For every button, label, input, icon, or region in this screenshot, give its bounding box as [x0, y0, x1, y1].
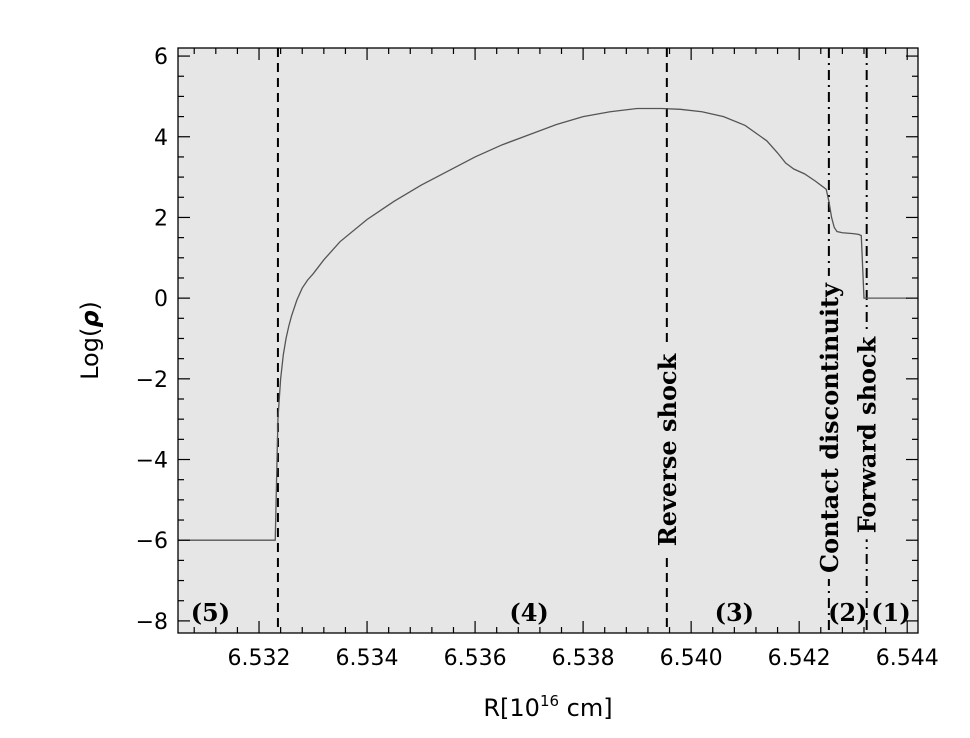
x-axis-title-main: R[10: [483, 694, 540, 722]
x-axis-title-sup: 16: [540, 692, 559, 710]
y-axis-title-symbol: ρ: [76, 310, 104, 327]
x-tick-label: 6.536: [444, 646, 507, 671]
region-label: (5): [191, 598, 230, 627]
region-label: (3): [715, 598, 754, 627]
region-label: (1): [871, 598, 910, 627]
x-tick-label: 6.540: [660, 646, 723, 671]
plot-frame: [177, 47, 919, 634]
y-tick-label: 6: [154, 45, 168, 70]
vline-label: Forward shock: [853, 335, 882, 533]
series-line-density: [178, 107, 908, 541]
y-tick-label: 2: [154, 206, 168, 231]
y-tick-label: −4: [136, 449, 168, 474]
x-tick-label: 6.544: [876, 646, 939, 671]
x-axis-title-unit: cm]: [559, 694, 613, 722]
vline-label: Reverse shock: [653, 352, 682, 546]
y-axis-title-main: Log(: [76, 328, 104, 380]
region-labels: (5) (4) (3) (2) (1): [191, 598, 911, 627]
x-axis-title: R[1016 cm]: [483, 692, 612, 722]
x-tick-label: 6.538: [552, 646, 615, 671]
region-label: (2): [828, 598, 867, 627]
y-axis-title: Log(ρ): [76, 301, 104, 380]
y-tick-label: 0: [154, 287, 168, 312]
vline-labels: Reverse shock Contact discontinuity Forwar…: [648, 275, 886, 579]
vline-label-gap: [848, 329, 886, 540]
y-tick-label: −8: [136, 610, 168, 635]
y-tick-label: −2: [136, 368, 168, 393]
x-tick-label: 6.542: [768, 646, 831, 671]
y-tick-label: −6: [136, 529, 168, 554]
vline-label: Contact discontinuity: [815, 282, 844, 573]
y-axis-title-close: ): [76, 301, 104, 310]
x-tick-label: 6.534: [336, 646, 399, 671]
vline-label-gap: [810, 275, 848, 579]
y-tick-label: 4: [154, 126, 168, 151]
x-tick-label: 6.532: [228, 646, 291, 671]
axis-ticks: [178, 48, 918, 633]
tick-labels: 6.532 6.534 6.536 6.538 6.540 6.542 6.544 −8 −6 −…: [136, 45, 939, 671]
plot-background: [178, 48, 918, 633]
region-label: (4): [509, 598, 548, 627]
vline-label-gap: [648, 346, 686, 553]
